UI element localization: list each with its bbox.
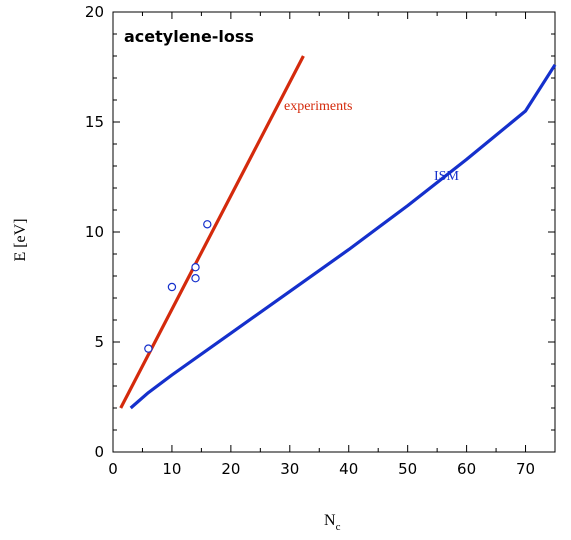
data-point [191,274,200,283]
y-tick-label: 15 [85,113,104,131]
series-label-ism: ISM [434,169,459,184]
x-axis-title-subscript: c [336,521,341,533]
x-tick-label: 0 [108,460,118,478]
chart-title: acetylene-loss [124,27,254,46]
data-point [203,220,212,229]
y-axis-title: E [eV] [12,218,29,261]
x-tick-label: 50 [398,460,417,478]
data-point [144,344,153,353]
points-layer [144,220,212,353]
data-point [167,282,177,292]
x-tick-label: 30 [280,460,299,478]
y-tick-label: 0 [94,443,104,461]
x-tick-label: 10 [162,460,181,478]
plot-frame [112,11,556,453]
x-axis-title: Nc [324,512,341,533]
y-tick-label: 10 [85,223,104,241]
tick-labels: 0 10 20 30 40 50 60 70 0 5 10 15 20 [85,3,535,478]
x-tick-label: 70 [516,460,535,478]
series-line-experiments [119,55,305,409]
x-tick-label: 40 [339,460,358,478]
ticks [112,11,556,453]
x-tick-label: 20 [221,460,240,478]
series-line-ISM [129,63,557,410]
data-point [191,263,200,272]
series-label-experiments: experiments [284,99,352,114]
y-tick-label: 5 [94,333,104,351]
x-tick-label: 60 [457,460,476,478]
y-tick-label: 20 [85,3,104,21]
x-axis-title-main: N [324,512,336,529]
